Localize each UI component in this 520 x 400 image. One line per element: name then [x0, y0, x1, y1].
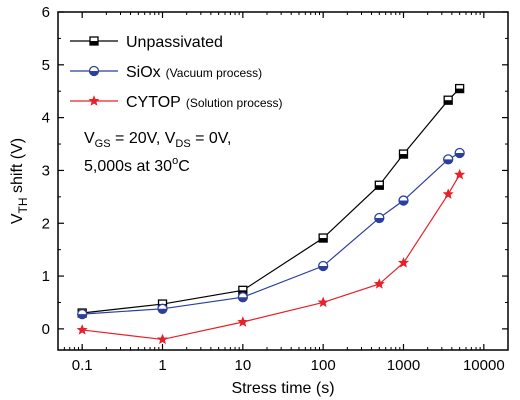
x-tick-label: 10	[234, 357, 251, 374]
x-tick-label: 0.1	[72, 357, 93, 374]
marker-fill	[375, 185, 384, 190]
annotations: VGS = 20V, VDS = 0V, 5,000s at 30oC	[84, 130, 231, 175]
series-line	[82, 88, 461, 314]
series-cytop	[76, 168, 466, 345]
data-point	[156, 333, 169, 345]
marker-star	[454, 168, 466, 180]
data-point	[318, 233, 328, 243]
data-point	[237, 316, 249, 327]
y-tick-label: 0	[42, 321, 50, 338]
legend-marker	[89, 36, 99, 46]
data-point	[76, 324, 88, 335]
marker-star	[442, 188, 454, 199]
data-point	[374, 180, 384, 190]
series-layer	[76, 83, 466, 345]
annotation-conditions: VGS = 20V, VDS = 0V,	[84, 130, 231, 150]
x-tick-label: 100	[311, 357, 336, 374]
y-axis-title: VTH shift (V)	[9, 138, 30, 224]
legend-entry: SiOx (Vacuum process)	[70, 64, 262, 81]
y-tick-label: 2	[42, 215, 50, 232]
marker-fill	[444, 100, 453, 105]
x-tick-label: 1000	[387, 357, 420, 374]
marker-fill	[77, 314, 87, 319]
data-point	[443, 95, 453, 105]
y-tick-label: 4	[42, 110, 50, 127]
legend-entry: CYTOP (Solution process)	[70, 94, 283, 111]
marker-fill	[319, 238, 328, 243]
marker-fill	[238, 297, 248, 302]
plot-frame	[57, 11, 509, 351]
data-point	[317, 296, 329, 308]
legend-marker	[88, 65, 100, 77]
marker-fill	[89, 71, 99, 76]
x-axis-title: Stress time (s)	[231, 380, 334, 397]
x-tick-label: 1	[158, 357, 166, 374]
marker-fill	[398, 200, 408, 206]
marker-star	[237, 316, 249, 327]
y-tick-label: 1	[42, 268, 50, 285]
data-point	[374, 212, 385, 224]
series-line	[82, 152, 460, 315]
data-point	[373, 278, 385, 289]
marker-star	[88, 95, 100, 106]
legend-label: CYTOP (Solution process)	[126, 94, 283, 111]
marker-star	[317, 296, 329, 308]
axis-labels: 0.1 1 10 100 1000 10000 0 1 2 3 4 5 6 Stress time (s)…	[9, 4, 505, 397]
y-tick-label: 3	[42, 162, 50, 179]
marker-fill	[318, 266, 328, 271]
data-point	[442, 188, 454, 199]
legend-label: Unpassivated	[126, 34, 223, 51]
x-tick-label: 10000	[463, 357, 505, 374]
y-tick-label: 6	[42, 4, 50, 21]
annotation-duration: 5,000s at 30oC	[84, 155, 190, 175]
data-point	[157, 303, 168, 314]
marker-fill	[158, 308, 168, 314]
marker-fill	[374, 217, 384, 223]
data-point	[398, 149, 409, 159]
series-siox	[77, 147, 465, 320]
data-point	[443, 154, 454, 165]
marker-fill	[455, 88, 464, 93]
data-point	[318, 260, 329, 272]
marker-fill	[455, 153, 465, 158]
legend-label: SiOx (Vacuum process)	[126, 64, 262, 81]
legend-entry: Unpassivated	[70, 34, 223, 51]
marker-fill	[90, 41, 98, 45]
data-point	[397, 257, 410, 268]
marker-fill	[399, 154, 408, 159]
data-point	[454, 147, 465, 159]
marker-star	[373, 278, 385, 289]
legend-marker	[88, 95, 100, 106]
data-point	[77, 308, 88, 320]
data-point	[398, 195, 409, 206]
series-unpassivated	[77, 83, 465, 318]
data-point	[454, 83, 465, 94]
marker-fill	[443, 159, 453, 164]
data-point	[454, 168, 466, 180]
marker-star	[76, 324, 88, 335]
series-line	[82, 174, 461, 341]
data-point	[237, 292, 248, 303]
marker-star	[397, 257, 410, 268]
legend: Unpassivated SiOx (Vacuum process) CYTOP (So…	[70, 34, 283, 111]
y-tick-label: 5	[42, 57, 50, 74]
marker-star	[156, 333, 169, 345]
